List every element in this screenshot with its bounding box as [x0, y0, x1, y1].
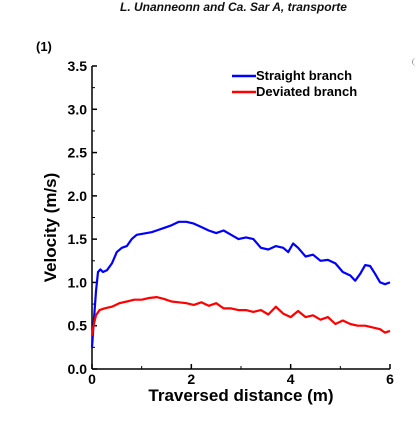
- series-layer: [90, 220, 391, 348]
- x-tick-label: 2: [187, 371, 195, 387]
- tick-labels: 0.0 0.5 1.0 1.5 2.0 2.5 3.0 3.5 0 2 4 6: [68, 58, 395, 387]
- legend-label: Straight branch: [256, 68, 352, 83]
- page-header-text: L. Unanneonn and Ca. Sar A, transporte: [120, 0, 347, 14]
- edge-mark: [412, 58, 417, 66]
- y-tick-label: 1.5: [68, 231, 88, 247]
- series-line-deviated-branch: [90, 296, 391, 337]
- y-tick-label: 1.0: [68, 274, 88, 290]
- axes-frame: [91, 66, 390, 370]
- y-tick-label: 3.0: [68, 101, 88, 117]
- y-axis-title: Velocity (m/s): [41, 173, 60, 283]
- x-tick-label: 6: [386, 371, 394, 387]
- y-tick-label: 0.5: [68, 318, 88, 334]
- y-tick-label: 2.5: [68, 145, 88, 161]
- y-tick-label: 3.5: [68, 58, 88, 74]
- panel-label: (1): [36, 39, 52, 54]
- x-tick-label: 0: [88, 371, 96, 387]
- series-line-straight-branch: [90, 220, 391, 348]
- x-axis-title: Traversed distance (m): [148, 386, 333, 405]
- y-tick-label: 0.0: [68, 361, 88, 377]
- x-tick-label: 4: [287, 371, 295, 387]
- legend-label: Deviated branch: [256, 84, 357, 99]
- y-tick-label: 2.0: [68, 188, 88, 204]
- tick-marks: [91, 65, 391, 370]
